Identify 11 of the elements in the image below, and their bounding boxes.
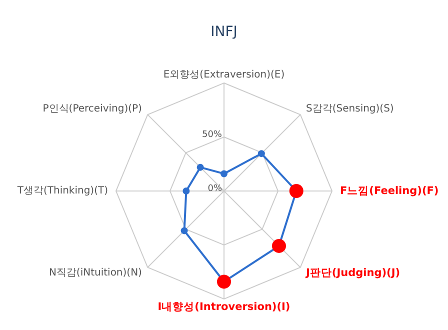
spoke-label: S감각(Sensing)(S) bbox=[306, 103, 394, 114]
spoke-label: J판단(Judging)(J) bbox=[305, 267, 400, 280]
y-tick-label: 0% bbox=[208, 184, 222, 194]
spoke-label: P인식(Perceiving)(P) bbox=[42, 103, 142, 114]
spoke-label: F느낌(Feeling)(F) bbox=[340, 185, 439, 197]
spoke-label: T생각(Thinking)(T) bbox=[16, 186, 108, 196]
spoke-label: I내향성(Introversion)(I) bbox=[158, 301, 290, 313]
y-tick-label: 50% bbox=[202, 130, 222, 140]
spoke-label: E외향성(Extraversion)(E) bbox=[163, 70, 285, 80]
chart-title: INFJ bbox=[210, 24, 238, 40]
spoke-label: N직감(iNtuition)(N) bbox=[48, 268, 142, 279]
